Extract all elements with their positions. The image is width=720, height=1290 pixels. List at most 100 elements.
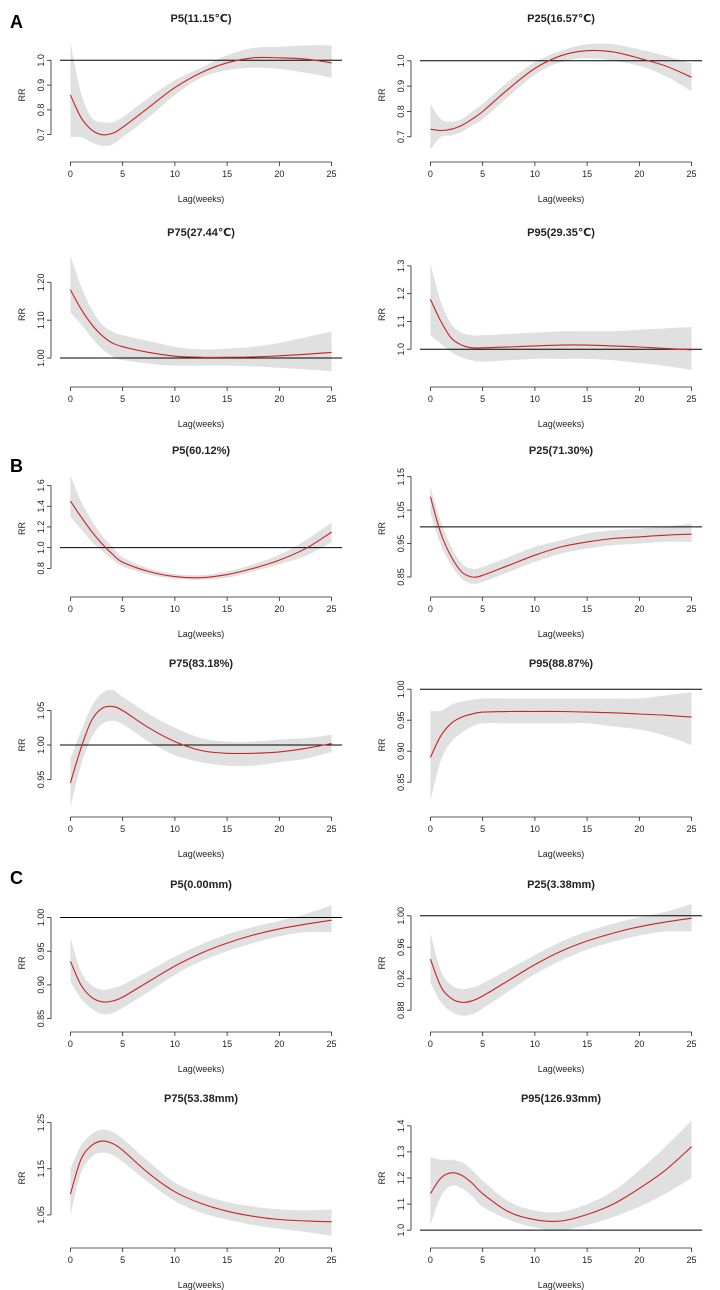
x-axis-label: Lag(weeks) <box>538 1280 585 1290</box>
rr-curve <box>429 496 692 578</box>
y-axis-label: RR <box>17 522 27 535</box>
y-tick-label: 1.1 <box>396 1198 406 1211</box>
x-tick-label: 0 <box>68 1039 73 1049</box>
x-tick-label: 25 <box>687 169 697 179</box>
confidence-band <box>70 255 332 372</box>
x-tick-label: 0 <box>68 604 73 614</box>
x-tick-label: 25 <box>687 604 697 614</box>
confidence-band <box>70 1129 332 1236</box>
y-tick-label: 1.05 <box>396 501 406 519</box>
y-tick-label: 1.00 <box>36 736 46 754</box>
chart-panel: P95(29.35℃) 0 5 10 15 20 25 Lag(weeks) 1.0 1.1 1.2… <box>377 227 702 429</box>
y-tick-label: 1.0 <box>396 55 406 68</box>
y-axis-label: RR <box>17 956 27 969</box>
x-tick-label: 25 <box>687 394 697 404</box>
x-tick-label: 5 <box>480 394 485 404</box>
x-tick-label: 15 <box>222 1255 232 1265</box>
x-tick-label: 5 <box>480 604 485 614</box>
x-tick-label: 10 <box>530 604 540 614</box>
x-tick-label: 20 <box>274 169 284 179</box>
y-tick-label: 1.0 <box>396 1224 406 1237</box>
y-tick-label: 1.0 <box>36 54 46 67</box>
confidence-band <box>70 475 332 580</box>
x-axis-label: Lag(weeks) <box>538 194 585 204</box>
x-tick-label: 15 <box>582 394 592 404</box>
y-tick-label: 0.96 <box>396 939 406 957</box>
x-axis-label: Lag(weeks) <box>538 1064 585 1074</box>
y-tick-label: 1.6 <box>36 479 46 492</box>
x-axis-label: Lag(weeks) <box>538 629 585 639</box>
rr-curve <box>69 500 332 579</box>
x-tick-label: 20 <box>274 394 284 404</box>
x-tick-label: 5 <box>480 169 485 179</box>
y-tick-label: 1.4 <box>396 1120 406 1133</box>
x-tick-label: 5 <box>120 604 125 614</box>
chart-panel: P25(3.38mm) 0 5 10 15 20 25 Lag(weeks) 0.88 0.92 0… <box>377 879 702 1074</box>
x-tick-label: 15 <box>582 1039 592 1049</box>
y-tick-label: 0.85 <box>396 773 406 791</box>
chart-title: P75(53.38mm) <box>164 1093 238 1105</box>
y-tick-label: 0.88 <box>396 1001 406 1019</box>
y-axis-label: RR <box>17 308 27 321</box>
chart-title: P25(3.38mm) <box>527 879 595 891</box>
x-tick-label: 20 <box>634 604 644 614</box>
panel-label-a: A <box>10 12 23 32</box>
y-axis-label: RR <box>377 522 387 535</box>
x-tick-label: 25 <box>687 1039 697 1049</box>
y-tick-label: 0.95 <box>396 711 406 729</box>
x-tick-label: 20 <box>274 1039 284 1049</box>
x-tick-label: 0 <box>68 394 73 404</box>
y-axis-label: RR <box>377 88 387 101</box>
x-tick-label: 25 <box>327 169 337 179</box>
x-tick-label: 5 <box>120 824 125 834</box>
y-tick-label: 0.95 <box>36 942 46 960</box>
y-tick-label: 1.4 <box>36 500 46 513</box>
y-tick-label: 1.00 <box>396 680 406 698</box>
chart-panel: P25(16.57℃) 0 5 10 15 20 25 Lag(weeks) 0.7 0.8 0.9… <box>377 13 702 204</box>
y-tick-label: 1.15 <box>396 468 406 486</box>
x-tick-label: 10 <box>530 1039 540 1049</box>
x-axis-label: Lag(weeks) <box>178 419 225 429</box>
x-tick-label: 10 <box>170 394 180 404</box>
chart-panel: P75(83.18%) 0 5 10 15 20 25 Lag(weeks) 0.95 1.00 1… <box>17 658 342 859</box>
x-tick-label: 0 <box>428 394 433 404</box>
y-tick-label: 0.9 <box>36 79 46 92</box>
x-tick-label: 25 <box>687 1255 697 1265</box>
x-axis-label: Lag(weeks) <box>178 849 225 859</box>
y-tick-label: 0.8 <box>36 104 46 117</box>
x-axis-label: Lag(weeks) <box>538 849 585 859</box>
x-tick-label: 0 <box>428 824 433 834</box>
chart-panel: P25(71.30%) 0 5 10 15 20 25 Lag(weeks) 0.85 0.95 1… <box>377 445 702 639</box>
x-tick-label: 25 <box>327 824 337 834</box>
rr-curve <box>429 917 692 1003</box>
x-axis-label: Lag(weeks) <box>178 1280 225 1290</box>
x-tick-label: 0 <box>68 824 73 834</box>
x-tick-label: 15 <box>582 824 592 834</box>
x-tick-label: 25 <box>327 1039 337 1049</box>
chart-title: P95(29.35℃) <box>527 227 595 239</box>
x-tick-label: 20 <box>274 604 284 614</box>
y-tick-label: 0.7 <box>396 131 406 144</box>
x-tick-label: 5 <box>120 394 125 404</box>
x-tick-label: 15 <box>222 1039 232 1049</box>
y-tick-label: 1.2 <box>396 287 406 300</box>
panel-label-c: C <box>10 868 23 888</box>
chart-title: P25(71.30%) <box>529 445 594 457</box>
chart-panel: P5(0.00mm) 0 5 10 15 20 25 Lag(weeks) 0.85 0.90 0.… <box>17 879 342 1074</box>
x-tick-label: 20 <box>634 394 644 404</box>
x-tick-label: 5 <box>480 1039 485 1049</box>
x-tick-label: 10 <box>530 1255 540 1265</box>
rr-curve <box>69 289 332 358</box>
y-tick-label: 1.0 <box>36 541 46 554</box>
chart-panel: P5(11.15℃) 0 5 10 15 20 25 Lag(weeks) 0.7 0.8 0.9 1… <box>17 13 342 204</box>
y-tick-label: 0.7 <box>36 128 46 141</box>
x-tick-label: 15 <box>222 169 232 179</box>
x-tick-label: 10 <box>170 1039 180 1049</box>
chart-panel: P95(126.93mm) 0 5 10 15 20 25 Lag(weeks) 1.0 1.1 1… <box>377 1093 702 1290</box>
x-tick-label: 5 <box>120 169 125 179</box>
y-tick-label: 1.25 <box>36 1114 46 1132</box>
x-tick-label: 20 <box>274 824 284 834</box>
y-tick-label: 1.05 <box>36 702 46 720</box>
x-tick-label: 15 <box>222 824 232 834</box>
y-tick-label: 1.0 <box>396 343 406 356</box>
